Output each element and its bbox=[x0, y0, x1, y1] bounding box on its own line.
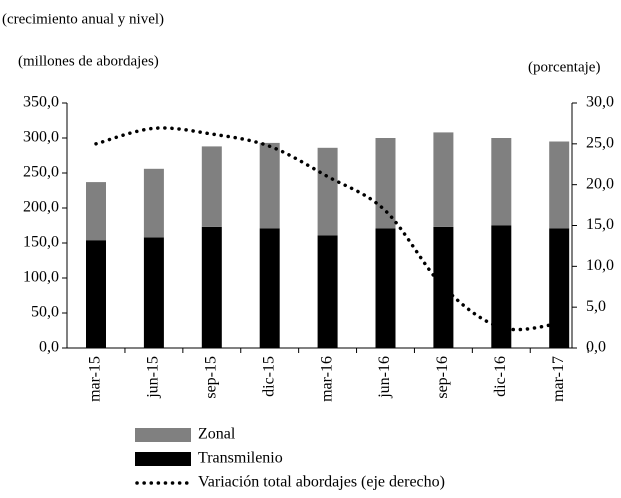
bar bbox=[201, 146, 222, 227]
bar bbox=[491, 225, 512, 348]
x-tick-label: jun-16 bbox=[376, 356, 393, 399]
bar bbox=[549, 141, 570, 229]
x-tick-label: mar-17 bbox=[550, 356, 567, 402]
bar bbox=[143, 168, 164, 238]
line bbox=[94, 126, 561, 332]
y2-tick-label: 20,0 bbox=[586, 175, 614, 192]
y-tick-label: 300,0 bbox=[23, 129, 59, 146]
y2-axis-label: (porcentaje) bbox=[528, 59, 600, 75]
bar bbox=[375, 228, 396, 348]
y2-tick-label: 10,0 bbox=[586, 257, 614, 274]
y2-tick-label: 5,0 bbox=[586, 298, 606, 315]
x-tick-label: dic-15 bbox=[260, 356, 277, 397]
x-tick-label: sep-16 bbox=[434, 356, 451, 399]
y-tick-label: 150,0 bbox=[23, 234, 59, 251]
bar bbox=[433, 226, 454, 348]
y-tick-label: 200,0 bbox=[23, 199, 59, 216]
y2-tick-label: 15,0 bbox=[586, 216, 614, 233]
legend-label: Transmilenio bbox=[198, 450, 283, 467]
legend-label: Zonal bbox=[198, 426, 236, 443]
bar bbox=[86, 240, 106, 348]
bar bbox=[259, 228, 280, 348]
y2-tick-label: 0,0 bbox=[586, 339, 606, 356]
bar bbox=[317, 147, 338, 236]
legend-swatch bbox=[135, 452, 191, 466]
y2-tick-label: 30,0 bbox=[586, 94, 614, 111]
bar bbox=[201, 226, 222, 348]
x-tick-label: jun-15 bbox=[145, 356, 162, 399]
bar bbox=[491, 138, 512, 226]
x-tick-label: mar-16 bbox=[318, 356, 335, 402]
bar bbox=[549, 228, 570, 348]
bar bbox=[259, 142, 280, 229]
y-tick-label: 100,0 bbox=[23, 269, 59, 286]
y-tick-label: 350,0 bbox=[23, 94, 59, 111]
bar bbox=[317, 235, 338, 348]
legend-label: Variación total abordajes (eje derecho) bbox=[198, 474, 445, 491]
y-tick-label: 50,0 bbox=[31, 304, 59, 321]
chart-title: (crecimiento anual y nivel) bbox=[2, 11, 164, 27]
x-tick-label: dic-16 bbox=[492, 356, 509, 397]
y-tick-label: 250,0 bbox=[23, 164, 59, 181]
x-tick-label: mar-15 bbox=[87, 356, 104, 402]
bar bbox=[433, 132, 454, 227]
y2-tick-label: 25,0 bbox=[586, 135, 614, 152]
bar bbox=[86, 182, 106, 241]
y-tick-label: 0,0 bbox=[39, 339, 59, 356]
legend-swatch bbox=[135, 428, 191, 442]
bar bbox=[143, 237, 164, 348]
x-tick-label: sep-15 bbox=[202, 356, 219, 399]
y-axis-label: (millones de abordajes) bbox=[18, 53, 159, 69]
bar bbox=[375, 138, 396, 229]
